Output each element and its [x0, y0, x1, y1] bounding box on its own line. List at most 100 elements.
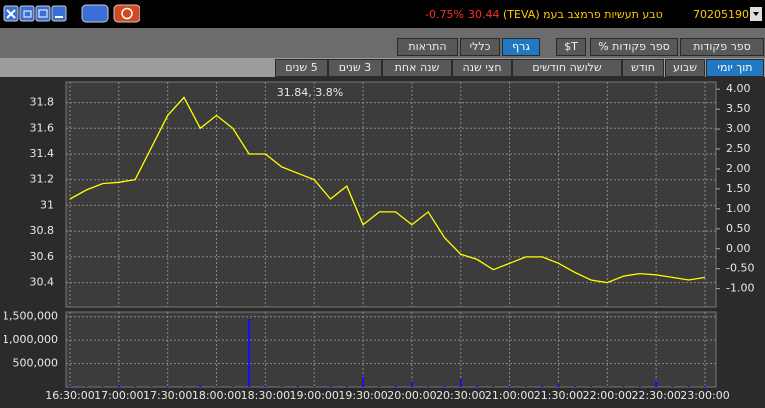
- tab[interactable]: שבוע: [665, 59, 705, 77]
- price-panel: [65, 81, 717, 308]
- y-tick-label: 30.4: [30, 276, 55, 289]
- volume-bar: [427, 385, 430, 387]
- tab[interactable]: T$: [556, 38, 586, 56]
- y-tick-label: 30.8: [30, 224, 55, 237]
- y-tick-label: 31: [40, 198, 54, 211]
- volume-tick-label: 1,000,000: [2, 333, 58, 346]
- volume-bar: [704, 385, 706, 387]
- volume-bar: [280, 386, 283, 387]
- volume-bar: [264, 385, 267, 387]
- y2-tick-label: 0.00: [726, 242, 751, 255]
- change: -0.75%: [425, 8, 464, 21]
- volume-bar: [215, 386, 218, 387]
- account: 70205190: [693, 8, 749, 21]
- security-name: טבע תעשיות פרמצב בעמ (TEVA): [503, 8, 663, 21]
- y2-tick-label: 1.50: [726, 182, 751, 195]
- x-tick-label: 21:00:00: [485, 389, 534, 402]
- x-tick-label: 17:00:00: [94, 389, 143, 402]
- volume-bar: [541, 385, 544, 387]
- x-tick-label: 19:00:00: [290, 389, 339, 402]
- tab[interactable]: ספר פקודות %: [590, 38, 678, 56]
- volume-bar: [345, 385, 348, 387]
- window-buttons: [3, 4, 140, 23]
- volume-bar: [459, 378, 462, 387]
- annotation: 31.84, 3.8%: [277, 86, 343, 99]
- volume-bar: [199, 385, 202, 387]
- tab[interactable]: ספר פקודות: [680, 38, 764, 56]
- min-button[interactable]: [51, 5, 67, 22]
- tab[interactable]: 5 שנים: [275, 59, 328, 77]
- volume-bar: [590, 386, 593, 387]
- icon: [6, 9, 16, 19]
- y-tick-label: 31.6: [30, 121, 55, 134]
- tab[interactable]: חצי שנה: [452, 59, 512, 77]
- x-tick-label: 18:30:00: [241, 389, 290, 402]
- volume-bar: [329, 385, 332, 387]
- volume-bar: [166, 385, 169, 387]
- title-bar: -0.75% 30.44 טבע תעשיות פרמצב בעמ (TEVA)…: [0, 0, 765, 28]
- y-tick-label: 31.8: [30, 96, 55, 109]
- x-tick-label: 22:30:00: [631, 389, 680, 402]
- volume-bar: [557, 384, 560, 387]
- y-tick-label: 31.4: [30, 147, 55, 160]
- volume-bar: [117, 384, 120, 387]
- y-tick-label: 30.6: [30, 250, 55, 263]
- x-tick-label: 21:30:00: [534, 389, 583, 402]
- x-tick-label: 16:30:00: [45, 389, 94, 402]
- tab[interactable]: כללי: [460, 38, 500, 56]
- icon: [38, 9, 48, 18]
- tab[interactable]: תוך יומי: [706, 59, 764, 77]
- volume-panel: [65, 311, 717, 388]
- price-line: [69, 96, 706, 284]
- volume-bar: [248, 319, 251, 387]
- volume-bar: [313, 386, 316, 387]
- x-tick-label: 19:30:00: [338, 389, 387, 402]
- volume-bar: [443, 385, 446, 387]
- max-button[interactable]: [35, 5, 51, 22]
- volume-bar: [524, 386, 527, 387]
- volume-bar: [296, 385, 299, 387]
- tab[interactable]: שנה אחת: [382, 59, 452, 77]
- tab[interactable]: שלושה חודשים: [512, 59, 622, 77]
- y2-tick-label: 2.50: [726, 142, 751, 155]
- tab[interactable]: גרף: [502, 38, 540, 56]
- volume-bar: [378, 386, 381, 387]
- tab[interactable]: 3 שנים: [328, 59, 382, 77]
- y2-tick-label: -1.00: [726, 282, 754, 295]
- volume-tick-label: 1,500,000: [2, 310, 58, 323]
- x-tick-label: 17:30:00: [143, 389, 192, 402]
- tab-row: ספר פקודות ספר פקודות % T$ גרף כללי התראות: [0, 28, 765, 58]
- volume-tick-label: 500,000: [13, 357, 59, 370]
- y2-tick-label: 4.00: [726, 82, 751, 95]
- volume-bar: [231, 386, 234, 387]
- restore-button[interactable]: [19, 5, 35, 22]
- volume-bar: [476, 385, 479, 387]
- x-tick-label: 18:00:00: [192, 389, 241, 402]
- y2-tick-label: 2.00: [726, 162, 751, 175]
- volume-bar: [655, 380, 658, 387]
- tab[interactable]: התראות: [397, 38, 458, 56]
- x-tick-label: 20:00:00: [387, 389, 436, 402]
- volume-bar: [85, 386, 88, 387]
- volume-bar: [671, 386, 674, 387]
- chart: 31.84, 3.8% 500,000 1,000,000 1,500,000 30…: [2, 81, 754, 402]
- volume-bar: [101, 386, 104, 387]
- dropdown[interactable]: [750, 7, 762, 21]
- link-button[interactable]: [81, 4, 109, 23]
- period-row: תוך יומי שבוע חודש שלושה חודשים חצי שנה שנה א…: [0, 58, 765, 77]
- y2-tick-label: 0.50: [726, 222, 751, 235]
- x-tick-label: 22:00:00: [583, 389, 632, 402]
- volume-bar: [687, 385, 690, 387]
- y2-tick-label: -0.50: [726, 262, 754, 275]
- volume-bar: [150, 386, 153, 387]
- price: 30.44: [468, 8, 500, 21]
- icon: [23, 10, 32, 18]
- alert-button[interactable]: [113, 4, 140, 23]
- volume-bar: [182, 386, 185, 387]
- tab[interactable]: חודש: [622, 59, 664, 77]
- volume-bar: [573, 386, 576, 387]
- x-tick-label: 20:30:00: [436, 389, 485, 402]
- volume-bar: [69, 385, 71, 387]
- volume-bar: [606, 386, 609, 387]
